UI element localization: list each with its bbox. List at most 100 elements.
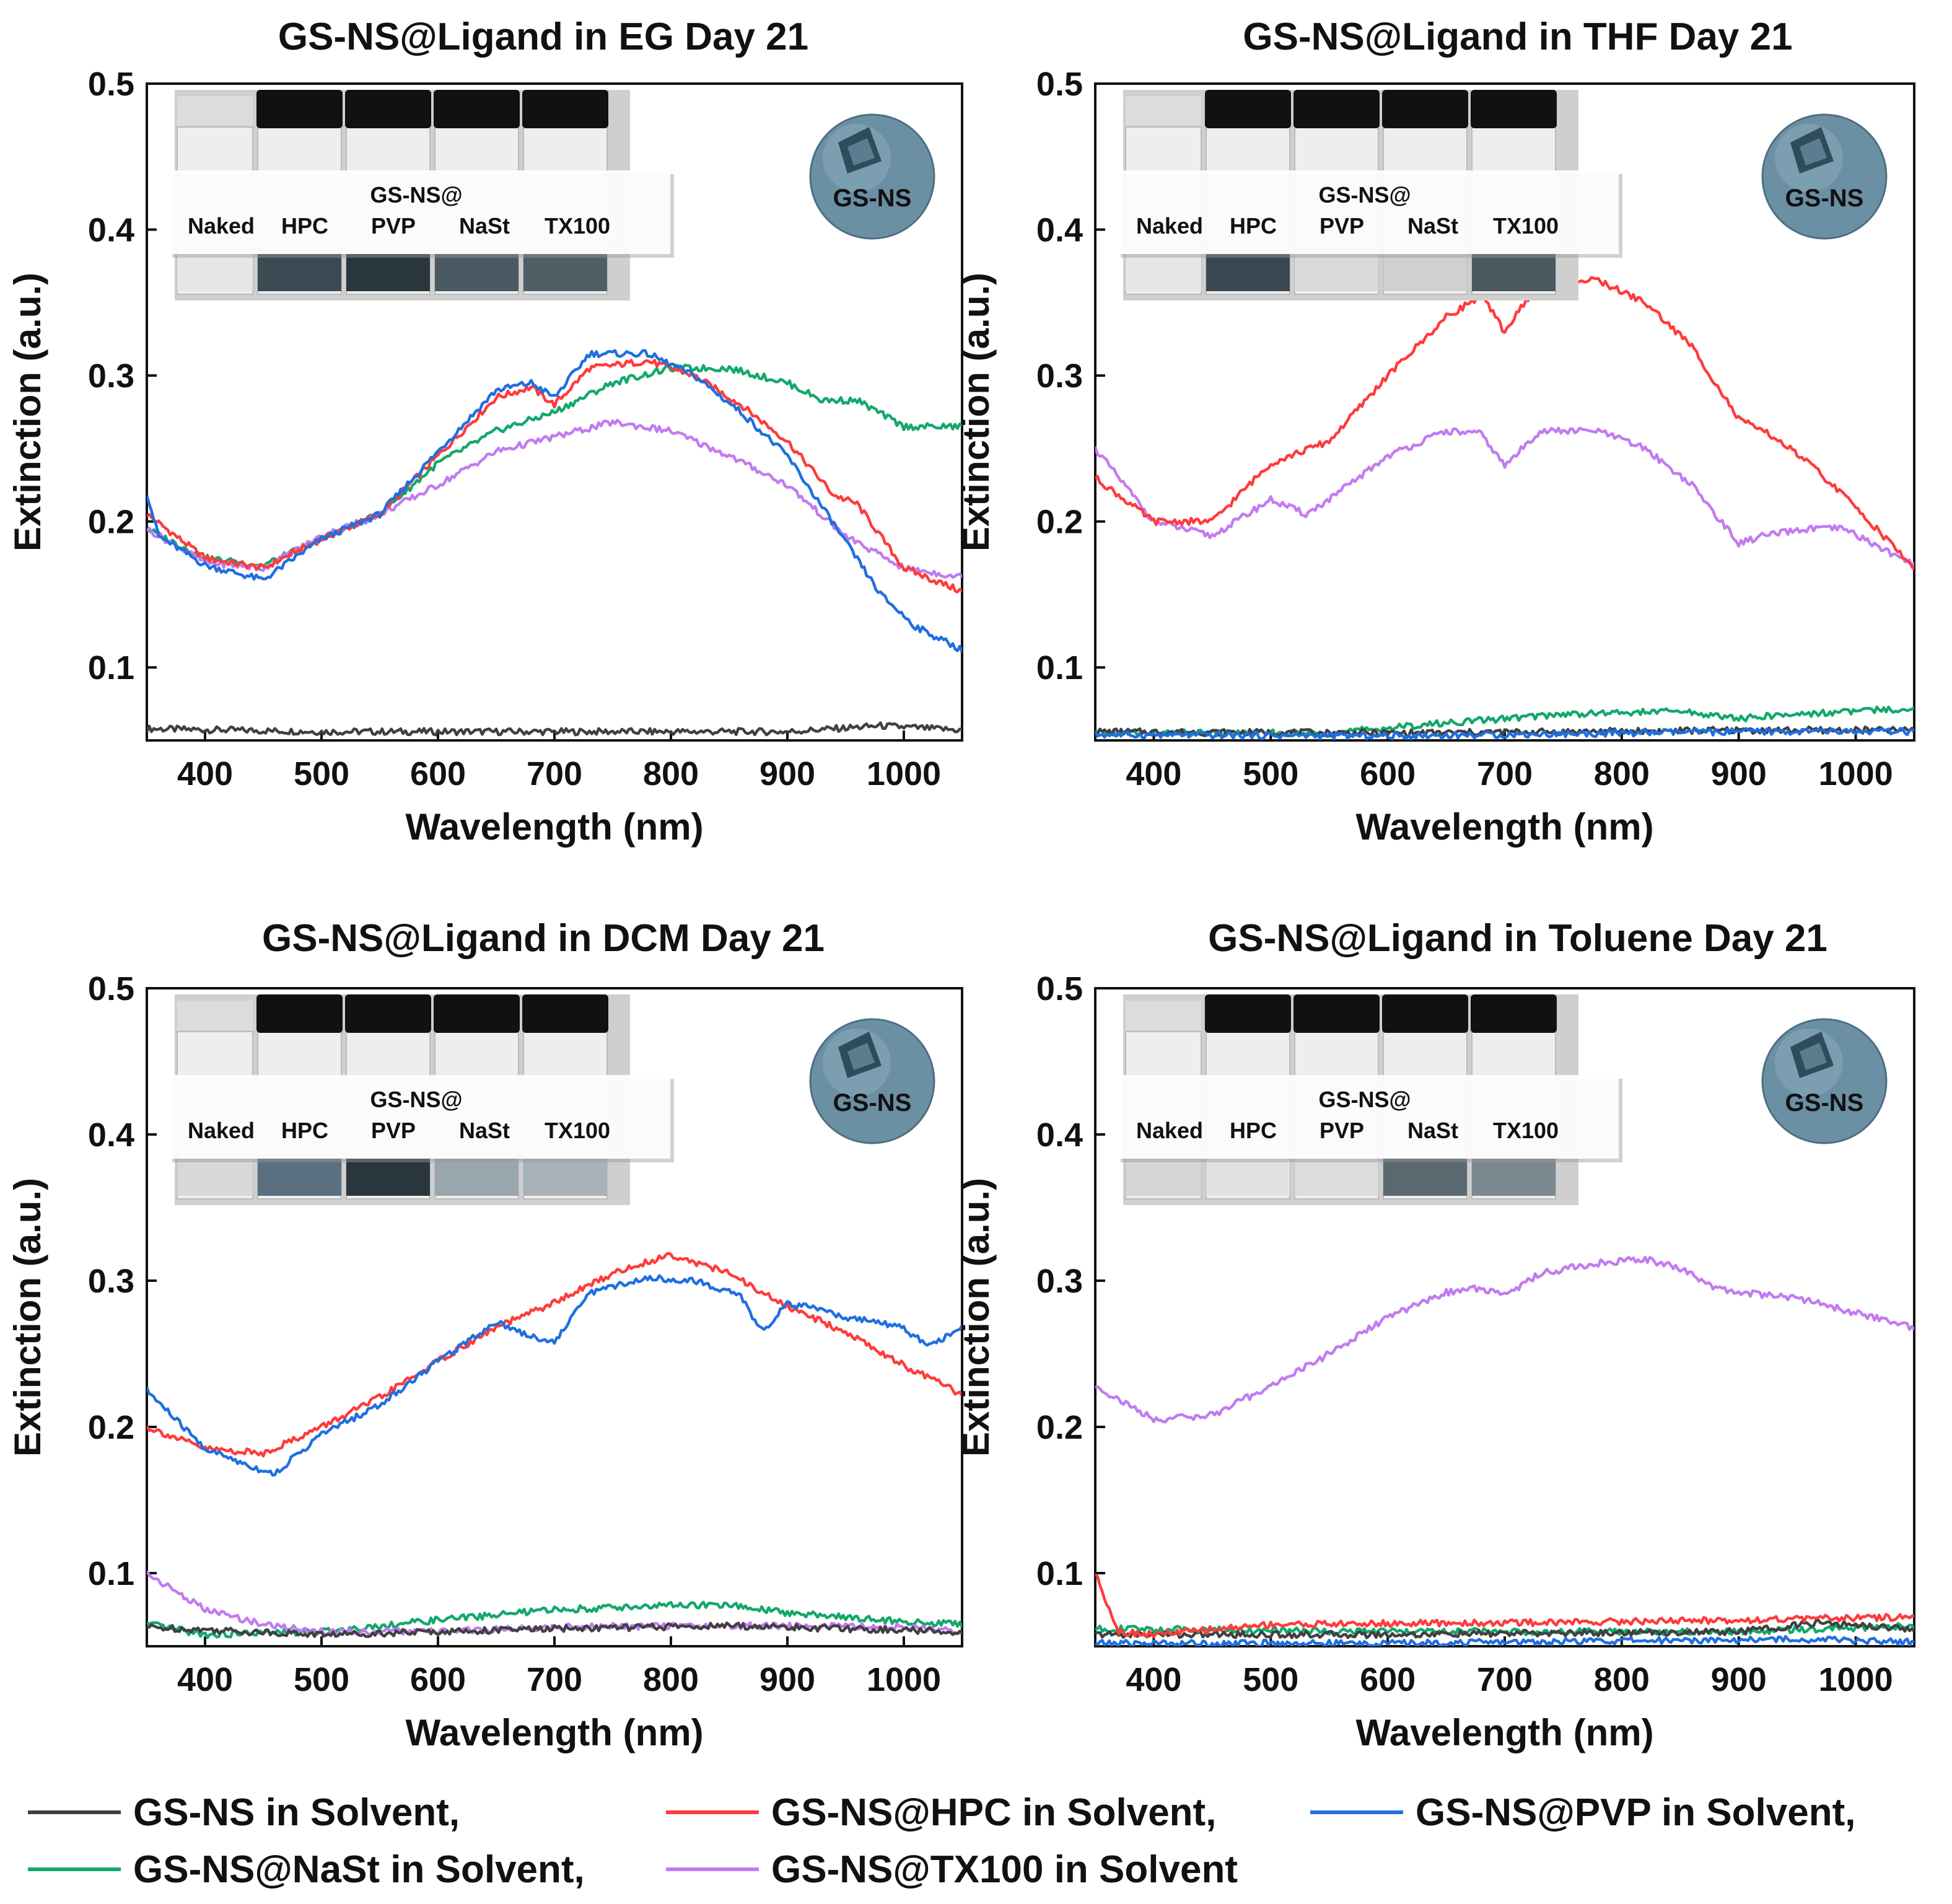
vial-cap	[256, 90, 343, 128]
chart-panel-3: GS-NS@Ligand in DCM Day 21 400 500 600 700 80…	[7, 917, 963, 1753]
x-tick-label: 700	[1477, 755, 1533, 792]
y-tick-label: 0.3	[1036, 358, 1083, 395]
vial-cap	[434, 90, 520, 128]
x-tick-label: 600	[410, 755, 466, 792]
inset-label-naked: Naked	[188, 1118, 255, 1143]
inset-header: GS-NS@	[1318, 182, 1411, 208]
y-tick-label: 0.1	[88, 649, 134, 687]
x-tick-label: 600	[410, 1661, 466, 1698]
x-tick-label: 400	[177, 1661, 233, 1698]
chart-title: GS-NS@Ligand in EG Day 21	[278, 15, 808, 58]
series-line-gs-ns-tx100-in-solvent	[1095, 426, 1914, 569]
inset-label-pvp: PVP	[1320, 213, 1364, 239]
legend-label: GS-NS@PVP in Solvent,	[1416, 1791, 1855, 1834]
legend-entry: GS-NS@PVP in Solvent,	[1310, 1791, 1855, 1834]
x-tick-label: 900	[759, 1661, 815, 1698]
vial-cap	[1382, 90, 1468, 128]
inset-label-band	[169, 170, 670, 254]
x-tick-label: 600	[1360, 755, 1416, 792]
series-line-gs-ns-hpc-in-solvent	[1095, 276, 1914, 571]
chart-panel-4: GS-NS@Ligand in Toluene Day 21 400 500 600 7…	[955, 917, 1915, 1753]
x-tick-label: 1000	[867, 1661, 941, 1698]
y-tick-label: 0.4	[88, 1117, 134, 1154]
x-tick-label: 800	[643, 755, 699, 792]
y-axis-label: Extinction (a.u.)	[955, 273, 997, 551]
legend-label: GS-NS@TX100 in Solvent	[771, 1848, 1238, 1891]
x-tick-label: 500	[1243, 1661, 1298, 1698]
series-line-gs-ns-nast-in-solvent	[147, 1600, 962, 1639]
inset-header: GS-NS@	[370, 182, 462, 208]
sphere-label: GS-NS	[1785, 1089, 1864, 1117]
y-tick-label: 0.5	[1036, 66, 1083, 103]
y-tick-label: 0.2	[1036, 504, 1083, 541]
series-line-gs-ns-hpc-in-solvent	[147, 1252, 962, 1458]
inset-label-naked: Naked	[1136, 213, 1203, 239]
series-line-gs-ns-hpc-in-solvent	[1095, 1573, 1914, 1639]
sphere-label: GS-NS	[833, 185, 912, 212]
inset-label-naked: Naked	[1136, 1118, 1203, 1143]
x-tick-label: 900	[1711, 755, 1767, 792]
series-line-gs-ns-in-solvent	[147, 1621, 962, 1638]
series-line-gs-ns-tx100-in-solvent	[147, 418, 962, 579]
x-tick-label: 800	[643, 1661, 699, 1698]
series-line-gs-ns-pvp-in-solvent	[147, 1274, 962, 1477]
y-tick-label: 0.4	[1036, 1117, 1083, 1154]
y-tick-label: 0.1	[88, 1555, 134, 1592]
inset-label-band	[1117, 170, 1619, 254]
inset-label-hpc: HPC	[281, 213, 328, 239]
x-tick-label: 700	[527, 755, 582, 792]
vial-cap	[256, 994, 343, 1033]
vial-cap	[345, 994, 431, 1033]
series-line-gs-ns-pvp-in-solvent	[1095, 727, 1914, 740]
inset-label-tx100: TX100	[545, 1118, 610, 1143]
chart-title: GS-NS@Ligand in Toluene Day 21	[1208, 917, 1827, 960]
series-line-gs-ns-in-solvent	[1095, 1618, 1914, 1639]
vial-cap	[434, 994, 520, 1033]
vial-photo-inset: GS-NS@ Naked HPC PVP NaSt TX100	[1117, 994, 1622, 1205]
y-axis-label: Extinction (a.u.)	[7, 1178, 48, 1457]
vial-cap	[1293, 90, 1380, 128]
inset-label-tx100: TX100	[1493, 213, 1559, 239]
vial-cap	[522, 90, 608, 128]
legend-entry: GS-NS@NaSt in Solvent,	[28, 1848, 585, 1891]
x-tick-label: 900	[759, 755, 815, 792]
y-tick-label: 0.5	[88, 66, 134, 103]
x-tick-label: 400	[1126, 755, 1181, 792]
vial-photo-inset: GS-NS@ Naked HPC PVP NaSt TX100	[1117, 90, 1622, 301]
y-tick-label: 0.3	[88, 358, 134, 395]
inset-label-nast: NaSt	[1407, 213, 1458, 239]
series-line-gs-ns-pvp-in-solvent	[1095, 1634, 1914, 1646]
x-tick-label: 600	[1360, 1661, 1416, 1698]
chart-title: GS-NS@Ligand in THF Day 21	[1243, 15, 1792, 58]
gs-ns-sphere-icon: GS-NS	[1761, 113, 1888, 240]
y-axis-label: Extinction (a.u.)	[955, 1178, 997, 1457]
inset-label-band	[169, 1075, 670, 1159]
legend-label: GS-NS@HPC in Solvent,	[771, 1791, 1216, 1834]
x-tick-label: 1000	[1819, 755, 1893, 792]
vial-cap	[1471, 994, 1557, 1033]
x-axis-label: Wavelength (nm)	[405, 1712, 703, 1753]
vial-cap	[1205, 994, 1291, 1033]
inset-label-hpc: HPC	[281, 1118, 328, 1143]
vial-cap	[345, 90, 431, 128]
legend-entry: GS-NS in Solvent,	[28, 1791, 460, 1834]
series-line-gs-ns-hpc-in-solvent	[147, 359, 962, 594]
y-tick-label: 0.5	[88, 970, 134, 1007]
y-tick-label: 0.3	[88, 1263, 134, 1300]
inset-label-nast: NaSt	[1407, 1118, 1458, 1143]
y-tick-label: 0.3	[1036, 1263, 1083, 1300]
series-group	[1095, 1255, 1914, 1646]
sphere-label: GS-NS	[833, 1089, 912, 1117]
inset-label-pvp: PVP	[371, 1118, 416, 1143]
x-tick-label: 1000	[1819, 1661, 1893, 1698]
inset-label-pvp: PVP	[1320, 1118, 1364, 1143]
y-tick-label: 0.4	[88, 212, 134, 249]
series-line-gs-ns-tx100-in-solvent	[1095, 1255, 1914, 1424]
x-tick-label: 400	[1126, 1661, 1181, 1698]
inset-header: GS-NS@	[1318, 1087, 1411, 1112]
inset-label-hpc: HPC	[1230, 1118, 1277, 1143]
y-tick-label: 0.4	[1036, 212, 1083, 249]
y-tick-label: 0.2	[88, 1409, 134, 1446]
y-tick-label: 0.2	[1036, 1409, 1083, 1446]
